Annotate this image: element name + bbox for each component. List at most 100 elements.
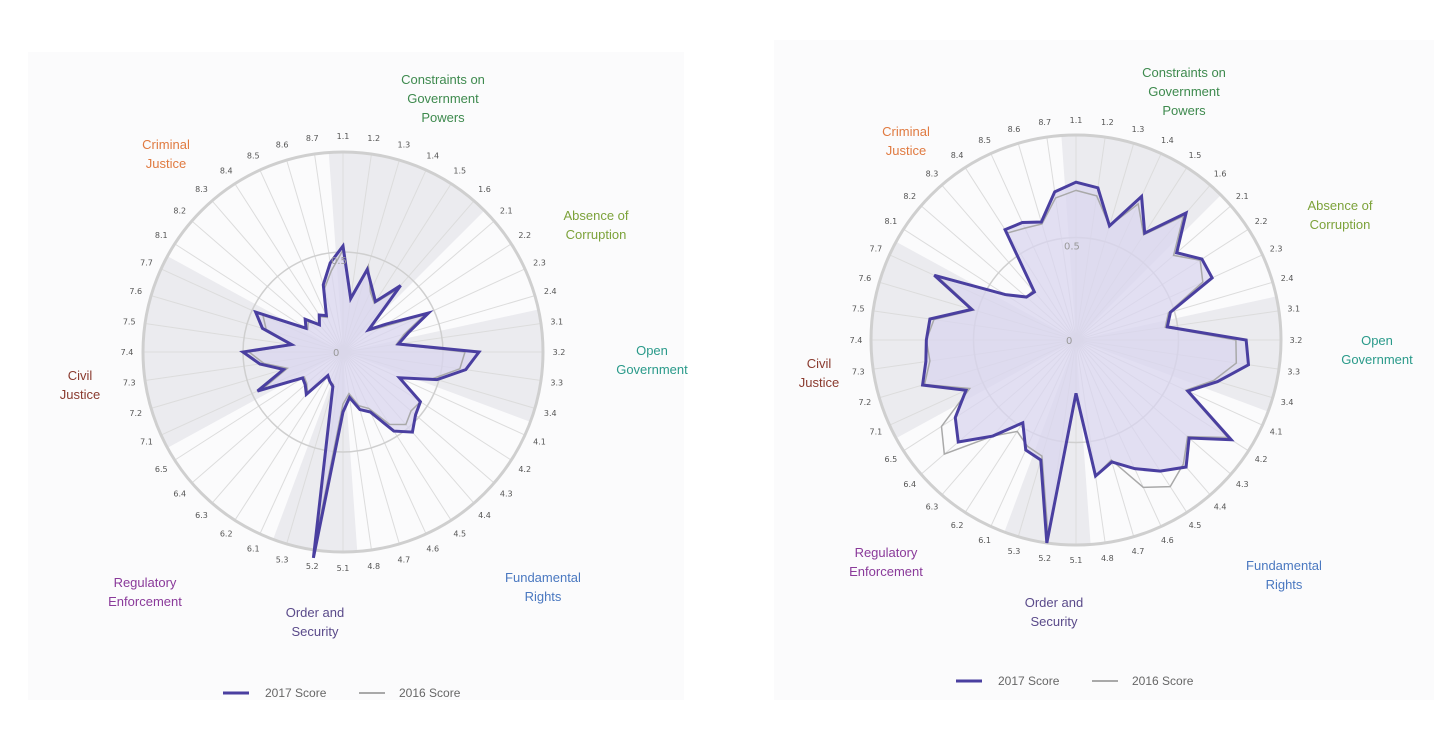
radar-chart: 0 0.5 1.1 1.2 1.3 1.4 1.5 1.6 2.1 2.2 2.3 2.4 3.1 3.2… [60,72,688,700]
subfactor-tick-label: 7.4 [850,336,863,345]
subfactor-tick-label: 7.3 [123,379,136,388]
subfactor-tick-label: 3.4 [1281,398,1294,407]
subfactor-tick-label: 5.3 [1008,547,1021,556]
subfactor-tick-label: 4.4 [1214,502,1227,511]
factor-label: Absence of Corruption [563,208,628,242]
factor-label: Civil Justice [799,356,839,390]
subfactor-tick-label: 7.5 [123,317,136,326]
factor-label-line: Regulatory [855,545,918,560]
subfactor-tick-label: 1.5 [1189,151,1202,160]
factor-label-line: Powers [421,110,465,125]
subfactor-tick-label: 8.7 [306,134,319,143]
subfactor-tick-label: 1.1 [337,132,350,141]
subfactor-tick-label: 4.5 [453,530,466,539]
subfactor-tick-label: 6.3 [926,502,939,511]
subfactor-tick-label: 7.6 [859,274,872,283]
subfactor-tick-label: 1.4 [1161,136,1174,145]
factor-label-line: Powers [1162,103,1206,118]
subfactor-tick-label: 1.2 [1101,118,1114,127]
series-2017-line [920,180,1251,544]
subfactor-tick-label: 8.2 [903,192,916,201]
factor-label-line: Rights [1266,577,1303,592]
subfactor-tick-label: 3.2 [553,348,566,357]
legend-label-2016: 2016 Score [1132,674,1194,688]
subfactor-tick-label: 4.4 [478,511,491,520]
legend-label-2017: 2017 Score [998,674,1060,688]
subfactor-tick-label: 2.1 [1236,192,1249,201]
series-2017-line [239,242,482,559]
subfactor-tick-label: 6.1 [247,544,260,553]
subfactor-tick-label: 2.4 [1281,274,1294,283]
subfactor-tick-label: 7.7 [870,245,883,254]
subfactor-tick-label: 4.6 [1161,536,1174,545]
factor-label-line: Order and [1025,595,1084,610]
factor-label-line: Civil [68,368,93,383]
factor-label-line: Enforcement [108,594,182,609]
factor-label-line: Regulatory [114,575,177,590]
scale-label-0: 0 [333,348,339,359]
subfactor-tick-label: 6.3 [195,511,208,520]
factor-label-line: Justice [60,387,100,402]
subfactor-tick-label: 4.2 [1255,455,1268,464]
subfactor-tick-label: 4.1 [533,438,546,447]
factor-label-line: Corruption [566,227,627,242]
subfactor-tick-label: 8.6 [1008,125,1021,134]
factor-label: Constraints on Government Powers [1142,65,1226,118]
subfactor-tick-label: 1.6 [1214,170,1227,179]
subfactor-tick-label: 8.4 [220,166,233,175]
factor-label: Fundamental Rights [505,570,581,604]
factor-label-line: Open [636,343,668,358]
factor-label-line: Government [616,362,688,377]
outer-ring [869,133,1283,547]
series-2017-area [922,182,1249,543]
subfactor-tick-label: 8.2 [173,207,186,216]
subfactor-tick-label: 5.1 [1070,556,1083,565]
factor-label: Regulatory Enforcement [108,575,182,609]
subfactor-tick-label: 8.3 [926,170,939,179]
subfactor-tick-label: 2.3 [1270,245,1283,254]
subfactor-tick-label: 5.2 [1038,554,1051,563]
factor-label-line: Criminal [882,124,930,139]
subfactor-tick-label: 6.4 [903,480,916,489]
factor-label-line: Fundamental [505,570,581,585]
subfactor-tick-label: 7.1 [870,427,883,436]
radar-chart: 0 0.5 1.1 1.2 1.3 1.4 1.5 1.6 2.1 2.2 2.3 2.4 3.1 3.2… [799,65,1413,688]
outer-ring [141,150,545,554]
factor-label-line: Security [1031,614,1078,629]
factor-label: Civil Justice [60,368,100,402]
subfactor-tick-label: 8.1 [885,217,898,226]
factor-label-line: Absence of [563,208,628,223]
factor-label-line: Constraints on [401,72,485,87]
factor-label-line: Enforcement [849,564,923,579]
radar-chart-panel: 0 0.5 1.1 1.2 1.3 1.4 1.5 1.6 2.1 2.2 2.3 2.4 3.1 3.2… [774,40,1434,700]
factor-label-line: Order and [286,605,345,620]
subfactor-tick-label: 7.4 [121,348,134,357]
subfactor-tick-label: 8.1 [155,231,168,240]
factor-label-line: Justice [146,156,186,171]
subfactor-tick-label: 3.1 [550,317,563,326]
subfactor-tick-label: 2.1 [500,207,513,216]
factor-label-line: Corruption [1310,217,1371,232]
subfactor-tick-label: 4.7 [1132,547,1145,556]
subfactor-tick-label: 3.2 [1290,336,1303,345]
subfactor-tick-label: 2.2 [1255,217,1268,226]
subfactor-tick-label: 6.2 [220,530,233,539]
factor-label-line: Government [407,91,479,106]
legend-label-2017: 2017 Score [265,686,327,700]
scale-label-0: 0 [1066,336,1072,347]
subfactor-tick-label: 8.6 [276,141,289,150]
subfactor-tick-label: 8.7 [1038,118,1051,127]
factor-label: Fundamental Rights [1246,558,1322,592]
subfactor-tick-label: 3.4 [544,409,557,418]
factor-label: Constraints on Government Powers [401,72,485,125]
subfactor-tick-label: 5.2 [306,562,319,571]
factor-label-line: Criminal [142,137,190,152]
subfactor-tick-label: 3.3 [550,379,563,388]
factor-label-line: Government [1148,84,1220,99]
subfactor-tick-label: 4.2 [518,465,531,474]
subfactor-tick-label: 8.5 [978,136,991,145]
subfactor-tick-label: 6.2 [951,521,964,530]
factor-label-line: Justice [886,143,926,158]
factor-label-line: Government [1341,352,1413,367]
subfactor-tick-label: 4.6 [426,544,439,553]
